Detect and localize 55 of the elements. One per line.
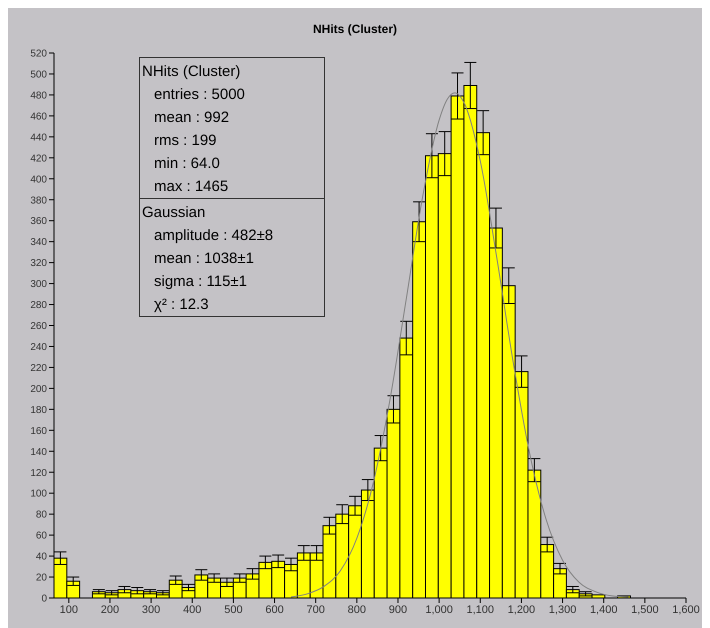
- x-tick-label: 1,300: [548, 604, 576, 616]
- y-tick-label: 200: [30, 384, 48, 395]
- x-tick-label: 1,200: [508, 604, 536, 616]
- annotation: mean : 992: [153, 108, 230, 128]
- x-tick-label: 1,100: [466, 604, 494, 616]
- x-tick-label: 300: [142, 604, 160, 616]
- y-tick-label: 40: [36, 552, 48, 563]
- y-tick-label: 480: [30, 90, 48, 102]
- y-tick-label: 20: [36, 572, 48, 584]
- x-tick-label: 1,600: [672, 604, 700, 616]
- annotation: sigma : 115±1: [153, 272, 248, 292]
- y-tick-label: 160: [30, 426, 48, 437]
- y-tick-label: 140: [30, 446, 48, 458]
- y-tick-label: 260: [30, 321, 48, 332]
- y-tick-label: 440: [30, 132, 48, 144]
- x-tick-label: 600: [265, 604, 284, 616]
- y-tick-label: 240: [30, 342, 48, 354]
- y-tick-label: 400: [30, 174, 48, 186]
- y-tick-label: 320: [30, 258, 48, 270]
- y-tick-label: 80: [36, 510, 48, 521]
- annotation: Gaussian: [140, 198, 324, 224]
- y-tick-label: 120: [30, 468, 48, 479]
- annotation: min : 64.0: [153, 154, 221, 174]
- y-tick-label: 380: [30, 195, 48, 206]
- y-tick-label: 220: [30, 362, 48, 374]
- x-tick-label: 800: [348, 604, 366, 616]
- y-tick-label: 0: [41, 594, 48, 605]
- annotation: mean : 1038±1: [153, 249, 255, 269]
- x-tick-label: 500: [224, 604, 243, 616]
- annotation: χ² : 12.3: [153, 295, 210, 315]
- x-tick-label: 1,500: [631, 604, 659, 616]
- y-tick-label: 420: [30, 153, 48, 164]
- x-tick-label: 700: [306, 604, 325, 616]
- y-tick-label: 460: [30, 111, 48, 122]
- chart-title: NHits (Cluster): [312, 22, 398, 36]
- x-tick-label: 100: [60, 604, 78, 616]
- annotation: NHits (Cluster): [141, 62, 242, 82]
- y-tick-label: 340: [30, 237, 48, 248]
- x-tick-label: 1,000: [425, 604, 453, 616]
- y-tick-label: 180: [30, 404, 48, 416]
- y-tick-label: 360: [30, 216, 48, 228]
- x-tick-label: 400: [183, 604, 202, 616]
- annotation: amplitude : 482±8: [153, 226, 274, 246]
- y-tick-label: 100: [30, 488, 48, 500]
- y-tick-label: 520: [30, 48, 48, 60]
- x-tick-label: 900: [388, 604, 408, 616]
- x-tick-label: 200: [100, 604, 120, 616]
- annotation: max : 1465: [153, 177, 230, 197]
- y-tick-label: 280: [30, 300, 48, 312]
- y-tick-label: 60: [36, 530, 48, 542]
- y-tick-label: 300: [30, 279, 48, 290]
- annotation: rms : 199: [153, 131, 218, 151]
- y-tick-label: 500: [30, 70, 48, 81]
- annotation: entries : 5000: [153, 85, 246, 105]
- x-tick-label: 1,400: [590, 604, 618, 616]
